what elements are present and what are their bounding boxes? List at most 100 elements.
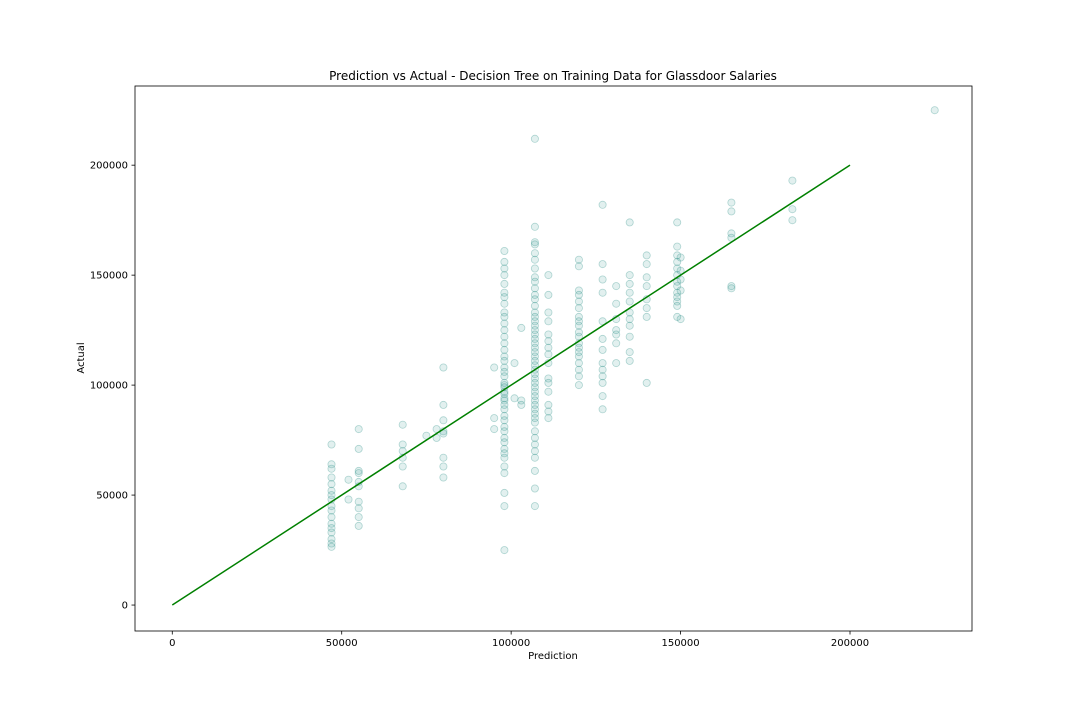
data-point bbox=[598, 359, 607, 368]
data-point bbox=[500, 293, 509, 302]
y-axis: 0 50000 100000 150000 200000 bbox=[90, 161, 135, 612]
data-point bbox=[930, 106, 939, 115]
data-point bbox=[500, 462, 509, 471]
data-point bbox=[642, 304, 651, 313]
data-point bbox=[530, 348, 539, 357]
data-point bbox=[598, 405, 607, 414]
data-point bbox=[354, 521, 363, 530]
data-point bbox=[530, 400, 539, 409]
data-point bbox=[354, 469, 363, 478]
data-point bbox=[398, 420, 407, 429]
data-point bbox=[490, 425, 499, 434]
data-point bbox=[544, 337, 553, 346]
data-point bbox=[612, 282, 621, 291]
data-point bbox=[490, 414, 499, 423]
y-tick-label: 200000 bbox=[90, 161, 128, 172]
data-point bbox=[544, 350, 553, 359]
data-point bbox=[574, 297, 583, 306]
reference-line bbox=[171, 164, 851, 606]
data-point bbox=[673, 264, 682, 273]
data-point bbox=[625, 321, 634, 330]
data-point bbox=[574, 312, 583, 321]
y-tick-label: 50000 bbox=[96, 491, 128, 502]
data-point bbox=[673, 293, 682, 302]
data-point bbox=[354, 513, 363, 522]
data-point bbox=[500, 453, 509, 462]
data-point bbox=[500, 264, 509, 273]
data-point bbox=[727, 282, 736, 291]
data-point bbox=[530, 484, 539, 493]
data-point bbox=[598, 200, 607, 209]
data-point bbox=[612, 330, 621, 339]
data-point bbox=[530, 277, 539, 286]
data-point bbox=[598, 365, 607, 374]
data-point bbox=[510, 394, 519, 403]
data-point bbox=[544, 343, 553, 352]
data-point bbox=[544, 400, 553, 409]
data-point bbox=[530, 414, 539, 423]
data-point bbox=[517, 400, 526, 409]
data-point bbox=[727, 198, 736, 207]
y-tick-label: 150000 bbox=[90, 271, 128, 282]
data-point bbox=[500, 378, 509, 387]
data-point bbox=[327, 519, 336, 528]
data-point bbox=[500, 288, 509, 297]
data-point bbox=[530, 301, 539, 310]
data-point bbox=[574, 352, 583, 361]
data-point bbox=[544, 317, 553, 326]
data-point bbox=[673, 242, 682, 251]
data-point bbox=[500, 312, 509, 321]
data-point bbox=[625, 348, 634, 357]
x-axis: 0 50000 100000 150000 200000 bbox=[169, 631, 869, 649]
data-point bbox=[544, 271, 553, 280]
data-point bbox=[500, 469, 509, 478]
data-point bbox=[500, 352, 509, 361]
data-point bbox=[625, 218, 634, 227]
data-point bbox=[530, 447, 539, 456]
data-point bbox=[625, 288, 634, 297]
data-point bbox=[574, 381, 583, 390]
data-point bbox=[530, 339, 539, 348]
data-point bbox=[676, 286, 685, 295]
data-point bbox=[327, 486, 336, 495]
data-point bbox=[673, 282, 682, 291]
data-point bbox=[354, 444, 363, 453]
data-point bbox=[544, 308, 553, 317]
data-point bbox=[530, 374, 539, 383]
data-point bbox=[530, 405, 539, 414]
data-point bbox=[500, 345, 509, 354]
data-point bbox=[574, 290, 583, 299]
data-point bbox=[439, 400, 448, 409]
data-point bbox=[612, 299, 621, 308]
data-point bbox=[510, 359, 519, 368]
data-point bbox=[530, 453, 539, 462]
data-point bbox=[500, 444, 509, 453]
y-tick-label: 100000 bbox=[90, 381, 128, 392]
data-point bbox=[598, 260, 607, 269]
reference-line-layer bbox=[171, 164, 851, 606]
x-tick-label: 50000 bbox=[326, 638, 358, 649]
data-point bbox=[530, 264, 539, 273]
data-point bbox=[544, 387, 553, 396]
data-point bbox=[642, 260, 651, 269]
data-point bbox=[530, 392, 539, 401]
data-point bbox=[676, 315, 685, 324]
data-point bbox=[500, 396, 509, 405]
data-point bbox=[530, 240, 539, 249]
data-point bbox=[530, 334, 539, 343]
data-point bbox=[354, 504, 363, 513]
data-point bbox=[327, 464, 336, 473]
data-point bbox=[327, 513, 336, 522]
data-point bbox=[598, 334, 607, 343]
data-point bbox=[530, 284, 539, 293]
data-point bbox=[574, 372, 583, 381]
data-point bbox=[598, 392, 607, 401]
data-point bbox=[500, 326, 509, 335]
x-axis-title: Prediction bbox=[528, 651, 578, 662]
x-tick-label: 0 bbox=[169, 638, 175, 649]
data-point bbox=[500, 356, 509, 365]
data-point bbox=[642, 378, 651, 387]
data-point bbox=[500, 411, 509, 420]
data-point bbox=[574, 262, 583, 271]
